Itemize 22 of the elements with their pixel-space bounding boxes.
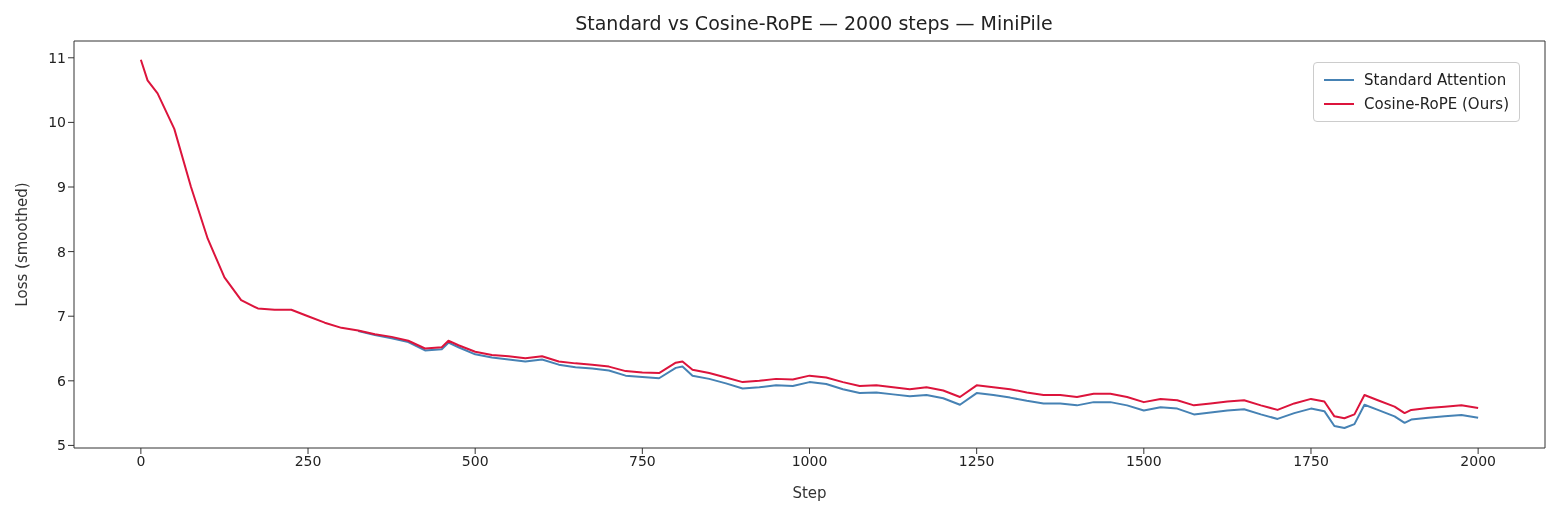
x-tick-label: 500 (461, 452, 489, 469)
line-series (357, 330, 1480, 429)
legend-label: Standard Attention (1364, 71, 1507, 89)
x-tick-label: 1000 (791, 452, 828, 469)
y-tick-label: 9 (57, 178, 66, 195)
legend-label: Cosine-RoPE (Ours) (1364, 95, 1509, 113)
y-tick-label: 7 (57, 308, 66, 325)
y-tick-label: 6 (57, 372, 67, 389)
y-axis-title: Loss (smoothed) (13, 182, 32, 307)
chart-title: Standard vs Cosine-RoPE — 2000 steps — MiniPile (574, 11, 1054, 36)
y-tick-label: 8 (57, 243, 66, 260)
y-tick-label: 5 (57, 437, 66, 454)
x-tick-label: 1500 (1126, 452, 1162, 469)
x-tick-label: 0 (136, 452, 146, 469)
x-tick-label: 2000 (1460, 452, 1496, 469)
y-tick-label: 11 (48, 49, 66, 66)
x-axis-title: Step (792, 484, 827, 502)
y-tick-label: 10 (48, 114, 66, 131)
x-tick-label: 1250 (958, 452, 995, 469)
x-tick-label: 250 (294, 452, 322, 469)
x-tick-label: 750 (628, 452, 656, 469)
x-tick-label: 1750 (1293, 452, 1329, 469)
